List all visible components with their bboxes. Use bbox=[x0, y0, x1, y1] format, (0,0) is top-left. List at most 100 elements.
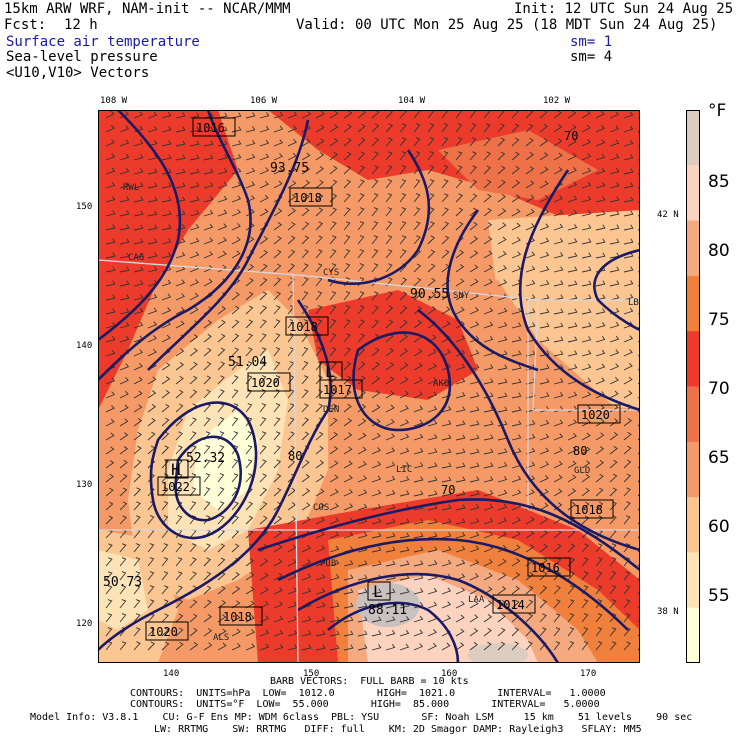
colorbar-segment bbox=[686, 386, 700, 443]
station-den: DEN bbox=[323, 405, 339, 415]
colorbar-label-80: 80 bbox=[708, 241, 730, 261]
colorbar-unit: °F bbox=[708, 101, 727, 121]
y-tick-140: 140 bbox=[76, 341, 93, 351]
footer-model-info: Model Info: V3.8.1 CU: G-F Ens MP: WDM 6… bbox=[30, 712, 693, 723]
smoothing-2: sm= 4 bbox=[570, 49, 613, 65]
pressure-labels: 1016 1018 1018 1020 1017 1020 1022 1020 … bbox=[145, 117, 621, 641]
x-tick-140: 140 bbox=[163, 669, 180, 679]
pressure-label-1017: 1017 bbox=[323, 383, 352, 397]
colorbar-segment bbox=[686, 497, 700, 553]
colorbar-segment bbox=[686, 331, 700, 387]
station-ids: RWL CYS SNY LBF AKO DEN LIC COS PUB LAA … bbox=[123, 183, 640, 643]
valid-time: Valid: 00 UTC Mon 25 Aug 25 (18 MDT Sun … bbox=[296, 17, 718, 33]
footer-contours-hpa: CONTOURS: UNITS=hPa LOW= 1012.0 HIGH= 10… bbox=[130, 688, 606, 699]
temp-fill-plains-east bbox=[488, 210, 640, 410]
colorbar-segment bbox=[686, 165, 700, 222]
init-time: Init: 12 UTC Sun 24 Aug 25 bbox=[514, 1, 734, 17]
station-ako: AKO bbox=[433, 379, 449, 389]
pressure-label-1020-b: 1020 bbox=[581, 408, 610, 422]
footer-model-physics: LW: RRTMG SW: RRTMG DIFF: full KM: 2D Sm… bbox=[154, 724, 642, 735]
pressure-label-1018-c: 1018 bbox=[223, 610, 252, 624]
x-tick-160: 160 bbox=[441, 669, 458, 679]
pressure-label-1014: 1014 bbox=[496, 598, 525, 612]
lat-label-42n: 42 N bbox=[657, 210, 679, 220]
station-pub: PUB bbox=[320, 559, 336, 569]
pressure-label-1018-b: 1018 bbox=[289, 320, 318, 334]
colorbar-segment bbox=[686, 275, 700, 332]
colorbar-label-75: 75 bbox=[708, 310, 730, 330]
header-title: 15km ARW WRF, NAM-init -- NCAR/MMM bbox=[4, 1, 291, 17]
temp-annotation-4: 52.32 bbox=[186, 451, 225, 466]
lon-label-108w: 108 W bbox=[100, 96, 128, 106]
station-lic: LIC bbox=[396, 465, 412, 475]
station-cys: CYS bbox=[323, 268, 339, 278]
lat-label-38n: 38 N bbox=[657, 607, 679, 617]
x-tick-170: 170 bbox=[580, 669, 597, 679]
field-slp: Sea-level pressure bbox=[6, 49, 158, 65]
pressure-contours bbox=[98, 110, 640, 663]
high-low-markers: L H L bbox=[165, 361, 391, 601]
colorbar-label-60: 60 bbox=[708, 517, 730, 537]
pressure-label-1020-a: 1020 bbox=[251, 376, 280, 390]
pressure-label-1016-b: 1016 bbox=[531, 561, 560, 575]
temp-annotations: 93.75 90.55 51.04 52.32 50.73 88.11 bbox=[103, 161, 449, 618]
colorbar-label-85: 85 bbox=[708, 172, 730, 192]
lon-label-106w: 106 W bbox=[250, 96, 278, 106]
y-tick-150: 150 bbox=[76, 202, 93, 212]
temperature-colorbar bbox=[686, 110, 700, 663]
lon-label-102w: 102 W bbox=[543, 96, 571, 106]
low-marker-center: L bbox=[325, 362, 335, 381]
smoothing-1: sm= 1 bbox=[570, 34, 613, 50]
field-surface-temp: Surface air temperature bbox=[6, 34, 200, 50]
temp-fill-hot-center bbox=[308, 290, 478, 400]
y-tick-120: 120 bbox=[76, 619, 93, 629]
footer-barb: BARB VECTORS: FULL BARB = 10 kts bbox=[270, 676, 469, 687]
fcst-label: Fcst: bbox=[4, 17, 47, 33]
wind-barbs bbox=[105, 110, 640, 651]
colorbar-segment bbox=[686, 552, 700, 609]
fcst-value: 12 h bbox=[64, 17, 98, 33]
temperature-map: 1016 1018 1018 1020 1017 1020 1022 1020 … bbox=[98, 110, 640, 663]
pressure-label-1018-d: 1018 bbox=[574, 503, 603, 517]
pressure-label-1020-c: 1020 bbox=[149, 625, 178, 639]
temp-annotation-5: 50.73 bbox=[103, 575, 142, 590]
contour-value-1: 70 bbox=[564, 129, 578, 143]
station-sny: SNY bbox=[453, 291, 470, 301]
pressure-label-1022: 1022 bbox=[161, 480, 190, 494]
high-marker-sw: H bbox=[171, 460, 181, 479]
lat-label-40n: 40 N bbox=[657, 408, 679, 418]
temp-annotation-6: 88.11 bbox=[368, 603, 407, 618]
contour-value-3: 80 bbox=[288, 449, 302, 463]
contour-value-4: 80 bbox=[573, 444, 587, 458]
temp-fill-warm-n bbox=[438, 130, 598, 200]
station-lbf: LBF bbox=[628, 298, 640, 308]
low-marker-south: L bbox=[373, 582, 383, 601]
temp-annotation-2: 90.55 bbox=[410, 287, 449, 302]
contour-value-2: 70 bbox=[441, 483, 455, 497]
temp-annotation-1: 93.75 bbox=[270, 161, 309, 176]
station-laa: LAA bbox=[468, 595, 485, 605]
y-tick-130: 130 bbox=[76, 480, 93, 490]
lon-label-104w: 104 W bbox=[398, 96, 426, 106]
contour-value-labels: 70 70 80 80 bbox=[288, 129, 587, 497]
colorbar-segment bbox=[686, 441, 700, 498]
colorbar-label-70: 70 bbox=[708, 379, 730, 399]
temp-fill-hot-nw bbox=[98, 110, 238, 410]
pressure-label-1016-a: 1016 bbox=[196, 121, 225, 135]
pressure-label-1018-a: 1018 bbox=[293, 191, 322, 205]
colorbar-segment bbox=[686, 220, 700, 277]
field-vectors: <U10,V10> Vectors bbox=[6, 65, 150, 81]
temp-fill-south-lowest bbox=[468, 643, 528, 663]
temp-fill-mountains-coolest bbox=[193, 410, 258, 510]
colorbar-label-55: 55 bbox=[708, 586, 730, 606]
station-rwl: RWL bbox=[123, 183, 139, 193]
station-gld: GLD bbox=[574, 466, 590, 476]
station-als: ALS bbox=[213, 633, 229, 643]
x-tick-150: 150 bbox=[303, 669, 320, 679]
colorbar-segment bbox=[686, 110, 700, 166]
station-cag: CAG bbox=[128, 253, 144, 263]
colorbar-segment bbox=[686, 607, 700, 663]
footer-contours-f: CONTOURS: UNITS=°F LOW= 55.000 HIGH= 85.… bbox=[130, 699, 600, 710]
temp-annotation-3: 51.04 bbox=[228, 355, 267, 370]
station-cos: COS bbox=[313, 503, 329, 513]
